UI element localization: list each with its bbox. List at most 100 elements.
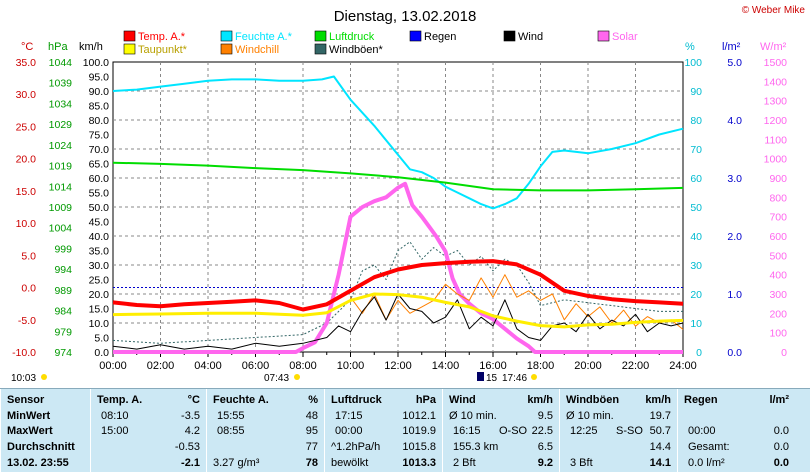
- chart-title: Dienstag, 13.02.2018: [334, 8, 477, 25]
- stats-wind-avg10-value: 9.5: [537, 410, 553, 422]
- stats-wind-column: Wind km/h Ø 10 min. 9.5 16:15 O-SO 22.5 155.…: [442, 389, 559, 472]
- x-tick-label: 06:00: [242, 360, 270, 372]
- stats-temp-max-value: 4.2: [184, 425, 200, 437]
- stats-rain-header: Regen: [684, 394, 718, 406]
- humidity-tick-label: 40: [690, 231, 702, 243]
- temp-tick-label: -5.0: [18, 315, 36, 327]
- stats-current-label: 13.02. 23:55: [7, 457, 69, 469]
- humidity-axis-label: %: [685, 41, 695, 53]
- x-tick-label: 16:00: [479, 360, 507, 372]
- temp-tick-label: 15.0: [16, 186, 37, 198]
- pressure-axis-label: hPa: [48, 41, 68, 53]
- stats-pressure-current-value: 1013.3: [402, 457, 436, 469]
- rain-tick-label: 3.0: [727, 173, 742, 185]
- pressure-tick-label: 999: [54, 243, 72, 255]
- stats-temp-header: Temp. A.: [97, 394, 143, 406]
- stats-wind-avg-value: 6.5: [537, 441, 553, 453]
- solar-tick-label: 1500: [764, 57, 788, 69]
- humidity-tick-label: 30: [690, 260, 702, 272]
- solar-tick-label: 1200: [764, 115, 788, 127]
- temp-tick-label: 20.0: [16, 154, 37, 166]
- solar-tick-label: 1100: [764, 134, 787, 146]
- series-luftdruck-line: [112, 161, 684, 192]
- pressure-tick-label: 979: [54, 326, 72, 338]
- pressure-tick-label: 1039: [49, 78, 73, 90]
- stats-gusts-avg10-label: Ø 10 min.: [566, 410, 614, 422]
- pressure-tick-label: 1014: [49, 181, 73, 193]
- sunset-time: 17:46: [502, 373, 527, 384]
- stats-pressure-unit: hPa: [415, 394, 436, 406]
- stats-avg-label: Durchschnitt: [7, 441, 75, 453]
- series-feuchte-a-line: [112, 75, 684, 210]
- stats-gusts-header: Windböen: [566, 394, 620, 406]
- wind-tick-label: 95.0: [89, 72, 110, 84]
- solar-tick-label: 0: [781, 347, 787, 359]
- stats-wind-avg10-label: Ø 10 min.: [449, 410, 497, 422]
- legend-label: Windchill: [235, 44, 279, 56]
- stats-humidity-min-value: 48: [305, 410, 318, 422]
- pressure-tick-label: 1004: [49, 223, 73, 235]
- rain-axis-label: l/m²: [722, 41, 741, 53]
- x-tick-label: 12:00: [384, 360, 412, 372]
- temp-tick-label: 0.0: [21, 283, 36, 295]
- wind-tick-label: 60.0: [89, 173, 110, 185]
- wind-tick-label: 0.0: [94, 347, 109, 359]
- stats-pressure-min-time: 17:15: [335, 410, 363, 422]
- wind-tick-label: 45.0: [89, 217, 110, 229]
- stats-rain-current-value: 0.0: [773, 457, 789, 469]
- stats-wind-bft: 2 Bft: [453, 457, 476, 469]
- stats-humidity-column: Feuchte A.% 15:55 48 08:55 95 77 3.27 g/m³…: [206, 389, 324, 472]
- stats-gusts-avg-value: 14.4: [649, 441, 671, 453]
- stats-gusts-bft: 3 Bft: [570, 457, 593, 469]
- copyright-label: © Weber Mike: [742, 5, 806, 16]
- moon-icon: [477, 372, 484, 381]
- stats-pressure-min-value: 1012.1: [402, 410, 436, 422]
- wind-axis-label: km/h: [79, 41, 103, 53]
- legend-swatch: [123, 43, 136, 55]
- pressure-tick-label: 984: [54, 306, 72, 318]
- legend-label: Feuchte A.*: [235, 31, 293, 43]
- stats-wind-max-time: 16:15: [453, 425, 481, 437]
- series-solar-line: [113, 181, 683, 354]
- chart-svg: Dienstag, 13.02.2018 © Weber Mike Temp. A.…: [11, 5, 806, 384]
- series-windchill-line: [350, 274, 684, 330]
- solar-tick-label: 1400: [764, 76, 788, 88]
- temp-tick-label: 5.0: [21, 250, 36, 262]
- wind-tick-label: 70.0: [89, 144, 110, 156]
- legend-label: Wind: [518, 31, 543, 43]
- temp-tick-label: 30.0: [16, 89, 37, 101]
- wind-tick-label: 25.0: [89, 275, 110, 287]
- stats-rain-total-value: 0.0: [773, 441, 789, 453]
- wind-tick-label: 20.0: [89, 289, 110, 301]
- rain-tick-label: 5.0: [727, 57, 742, 69]
- wind-tick-label: 5.0: [94, 333, 109, 345]
- stats-temp-current-value: -2.1: [181, 457, 200, 469]
- sunset-sun-icon: [531, 374, 537, 380]
- stats-pressure-avg-value: 1015.8: [402, 441, 436, 453]
- humidity-tick-label: 60: [690, 173, 702, 185]
- humidity-tick-label: 20: [690, 289, 702, 301]
- legend-label: Luftdruck: [329, 31, 375, 43]
- stats-gusts-column: Windböen km/h Ø 10 min. 19.7 12:25 S-SO 50.7…: [559, 389, 677, 472]
- temp-tick-label: 35.0: [16, 57, 37, 69]
- stats-pressure-max-value: 1019.9: [402, 425, 436, 437]
- weather-chart: Dienstag, 13.02.2018 © Weber Mike Temp. A.…: [11, 5, 806, 384]
- stats-temp-min-time: 08:10: [101, 410, 129, 422]
- left-sun-icon: [41, 374, 47, 380]
- legend-swatch: [314, 30, 327, 42]
- wind-tick-label: 15.0: [89, 304, 110, 316]
- pressure-tick-label: 1024: [49, 140, 73, 152]
- x-tick-label: 02:00: [147, 360, 175, 372]
- stats-rain-column: Regen l/m² 00:00 0.0 Gesamt: 0.0 0.0 l/m² 0.…: [677, 389, 795, 472]
- legend-label: Regen: [424, 31, 456, 43]
- solar-tick-label: 100: [769, 328, 787, 340]
- stats-humidity-current-value: 78: [305, 457, 318, 469]
- pressure-tick-label: 994: [54, 264, 72, 276]
- solar-tick-label: 700: [769, 212, 787, 224]
- temp-tick-label: 25.0: [16, 121, 37, 133]
- stats-humidity-avg-value: 77: [305, 441, 318, 453]
- humidity-tick-label: 50: [690, 202, 702, 214]
- wind-tick-label: 90.0: [89, 86, 110, 98]
- humidity-tick-label: 80: [690, 115, 702, 127]
- x-tick-label: 24:00: [669, 360, 697, 372]
